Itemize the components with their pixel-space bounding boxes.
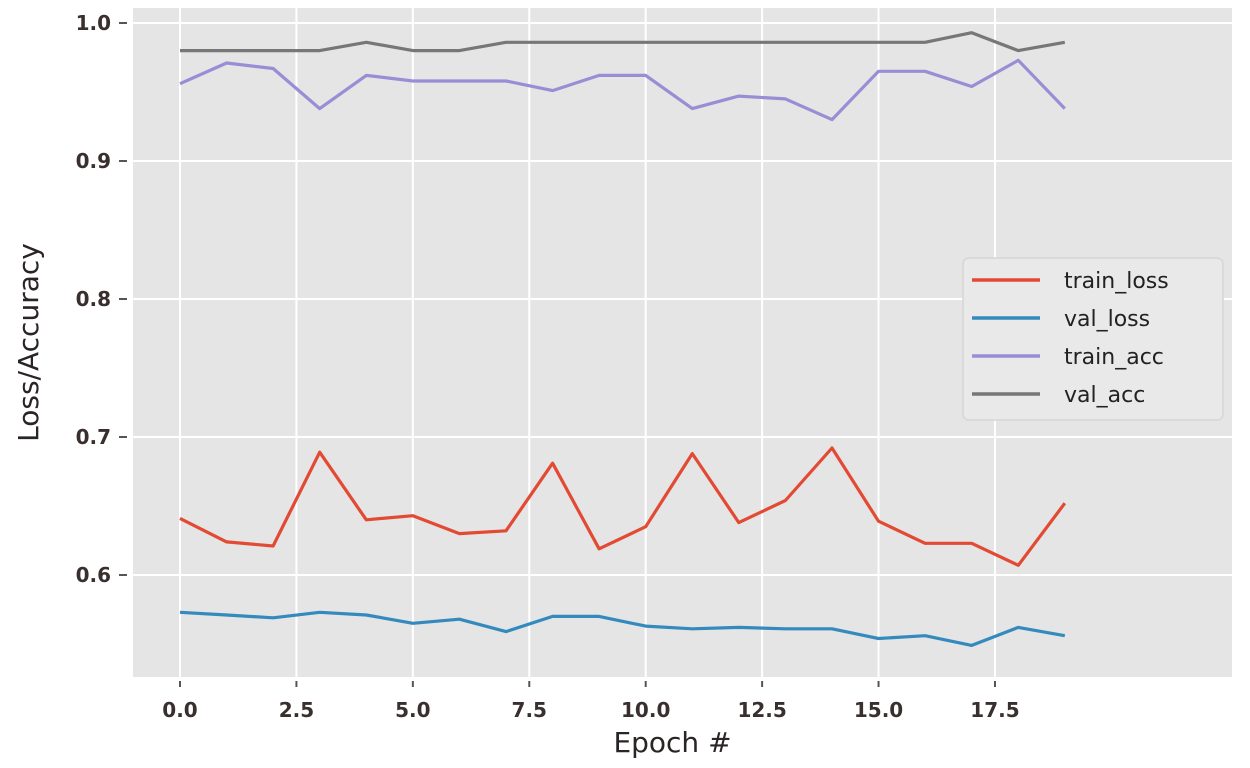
series-train-acc bbox=[179, 58, 1066, 122]
x-axis-ticks: 0.0 2.5 5.0 7.5 10.0 12.5 15.0 17.5 bbox=[162, 681, 1020, 722]
x-tick-label: 17.5 bbox=[970, 698, 1019, 722]
x-tick-label: 5.0 bbox=[395, 698, 430, 722]
x-tick-label: 10.0 bbox=[621, 698, 670, 722]
y-tick-label: 0.9 bbox=[76, 149, 111, 173]
legend: train_loss val_loss train_acc val_acc bbox=[962, 257, 1224, 421]
series-val-acc bbox=[180, 31, 1066, 53]
series-train-loss bbox=[179, 446, 1067, 567]
y-tick-label: 0.7 bbox=[76, 425, 111, 449]
legend-item-train-acc: train_acc bbox=[972, 345, 1164, 370]
x-tick-label: 2.5 bbox=[279, 698, 314, 722]
y-axis-label: Loss/Accuracy bbox=[12, 243, 45, 442]
x-tick-label: 0.0 bbox=[162, 698, 197, 722]
y-tick-label: 1.0 bbox=[76, 11, 111, 35]
y-tick-label: 0.8 bbox=[76, 287, 111, 311]
legend-label: train_loss bbox=[1064, 269, 1169, 294]
legend-box bbox=[962, 257, 1224, 421]
legend-item-train-loss: train_loss bbox=[972, 269, 1169, 294]
series-lines bbox=[179, 31, 1067, 648]
legend-label: train_acc bbox=[1064, 345, 1164, 370]
x-tick-label: 15.0 bbox=[854, 698, 903, 722]
legend-label: val_acc bbox=[1064, 383, 1145, 408]
x-tick-label: 12.5 bbox=[737, 698, 786, 722]
y-axis-ticks: 0.6 0.7 0.8 0.9 1.0 bbox=[76, 11, 127, 587]
legend-item-val-loss: val_loss bbox=[972, 307, 1150, 332]
legend-item-val-acc: val_acc bbox=[972, 383, 1145, 408]
series-val-loss bbox=[179, 610, 1066, 648]
x-axis-label: Epoch # bbox=[613, 726, 731, 759]
x-tick-label: 7.5 bbox=[512, 698, 547, 722]
legend-label: val_loss bbox=[1064, 307, 1150, 332]
y-tick-label: 0.6 bbox=[76, 563, 111, 587]
